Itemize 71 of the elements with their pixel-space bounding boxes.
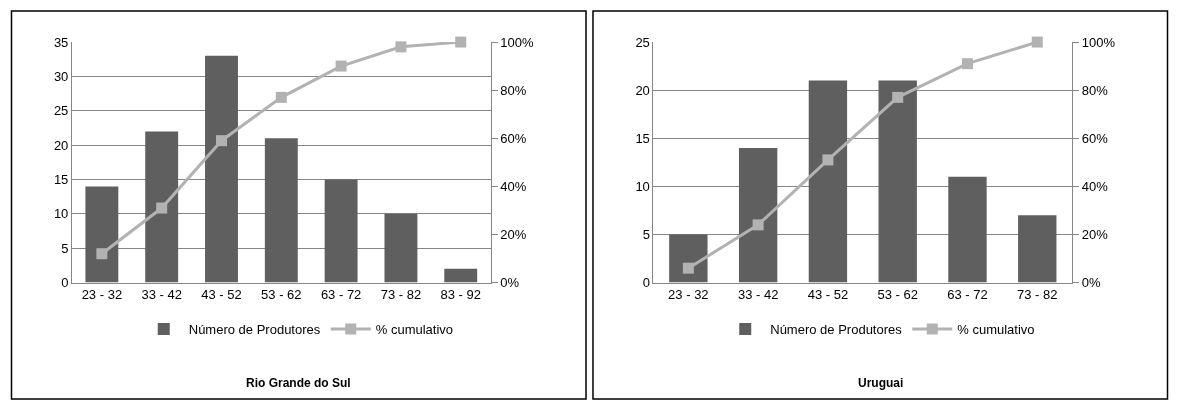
legend-label: % cumulativo [957,322,1035,338]
x-tick-label: 73 - 82 [380,287,422,303]
y-tick-label: 15 [635,130,650,146]
point [892,91,904,103]
y-tick-label: 5 [642,227,650,243]
point [275,91,287,103]
bar [808,80,848,283]
point [455,36,467,48]
y2-tick-label: 40% [500,178,527,194]
text: Rio Grande do Sul [246,376,351,390]
y-tick-label: 10 [53,206,69,222]
text: Uruguai [858,376,904,390]
y2-tick-label: 0% [500,275,520,291]
bar [738,147,778,283]
y-tick-label: 0 [61,275,69,291]
point [822,154,834,166]
x-tick-label: 33 - 42 [141,287,182,303]
x-tick-label: 63 - 72 [320,287,362,303]
bar [669,234,708,283]
x-tick-label: 43 - 52 [807,287,849,303]
bar [264,138,298,283]
point [395,41,407,53]
point [156,202,168,214]
y-tick-label: 25 [635,34,650,50]
legend-label: % cumulativo [375,322,454,338]
y2-tick-label: 40% [1081,178,1109,194]
x-tick-label: 23 - 32 [668,287,709,303]
y2-tick-label: 80% [1081,82,1109,98]
bar [324,179,358,283]
legend-label: Número de Produtores [770,322,903,338]
y2-tick-label: 60% [1081,130,1109,146]
y-tick-label: 10 [635,178,650,194]
point [215,135,227,147]
bar [205,55,238,283]
point [752,219,764,231]
y-tick-label: 20 [635,82,650,98]
point [335,60,347,72]
point [1031,36,1043,48]
bar [1018,215,1057,283]
bar [85,186,119,283]
bar [878,80,917,283]
x-tick-label: 53 - 62 [261,287,302,303]
x-tick-label: 33 - 42 [737,287,779,303]
y2-tick-label: 20% [1081,227,1109,243]
y2-tick-label: 0% [1081,275,1101,291]
legend-label: Número de Produtores [188,322,321,338]
x-tick-label: 63 - 72 [947,287,988,303]
bar [384,213,418,283]
y-tick-label: 0 [642,275,650,291]
bar [444,268,478,283]
x-tick-label: 43 - 52 [201,287,242,303]
point [961,58,973,70]
bar [948,176,987,283]
y2-tick-label: 100% [1081,34,1116,50]
x-tick-label: 53 - 62 [877,287,918,303]
point [682,262,694,274]
y-tick-label: 35 [53,34,69,50]
x-tick-label: 23 - 32 [81,287,123,303]
y2-tick-label: 80% [500,82,527,98]
y-tick-label: 25 [53,103,69,119]
y-tick-label: 15 [53,172,69,188]
x-tick-label: 73 - 82 [1017,287,1058,303]
y-tick-label: 5 [61,240,69,256]
y-tick-label: 20 [53,137,69,153]
y2-tick-label: 60% [500,130,527,146]
x-tick-label: 83 - 92 [440,287,481,303]
y-tick-label: 30 [53,68,69,84]
y2-tick-label: 100% [500,34,534,50]
y2-tick-label: 20% [500,227,527,243]
bar [145,131,179,283]
point [96,248,108,260]
